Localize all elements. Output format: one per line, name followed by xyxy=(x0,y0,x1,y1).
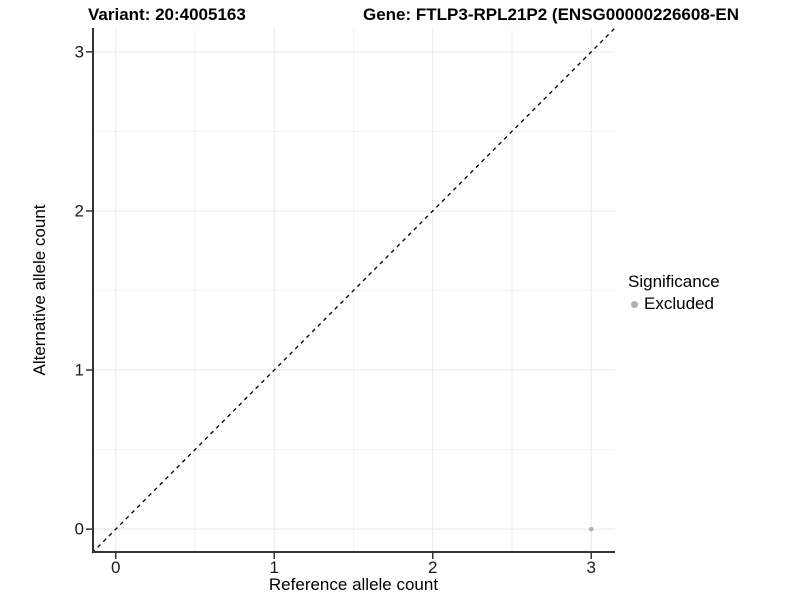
identity-dashed-line xyxy=(91,27,616,554)
x-tick-label: 0 xyxy=(111,558,121,577)
y-axis-title: Alternative allele count xyxy=(30,204,49,376)
legend-item-label: Excluded xyxy=(644,294,714,313)
y-tick-label: 1 xyxy=(74,360,84,380)
y-tick-label: 2 xyxy=(74,201,84,221)
gene-title: Gene: FTLP3-RPL21P2 (ENSG00000226608-EN xyxy=(363,5,740,24)
y-tick-label: 0 xyxy=(74,519,84,539)
variant-title: Variant: 20:4005163 xyxy=(88,5,246,24)
x-tick-label: 3 xyxy=(586,558,596,577)
legend: Significance Excluded xyxy=(628,272,720,314)
y-tick-label: 3 xyxy=(74,42,84,62)
point-icon xyxy=(631,300,638,308)
legend-title: Significance xyxy=(628,272,720,291)
x-tick-label: 1 xyxy=(269,558,279,577)
plot-canvas xyxy=(86,27,616,559)
data-point xyxy=(588,526,594,532)
x-tick-label: 2 xyxy=(428,558,438,577)
legend-item-excluded: Excluded xyxy=(631,294,720,314)
x-axis-title: Reference allele count xyxy=(268,575,439,594)
plot-panel: 0 1 2 3 0 1 2 3 xyxy=(75,27,616,576)
